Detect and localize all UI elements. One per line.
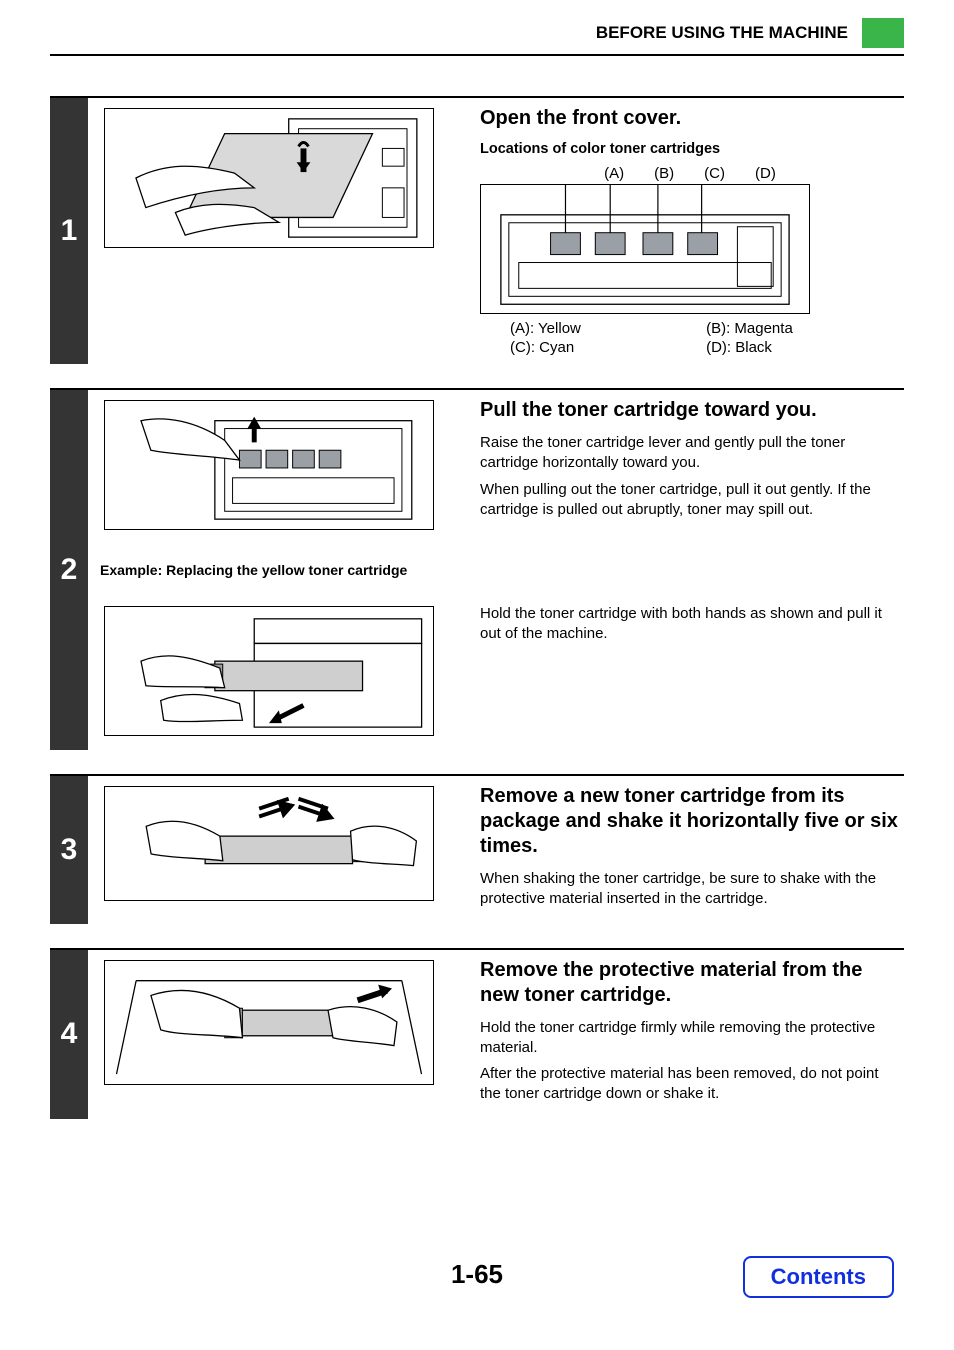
step-body: Pull the toner cartridge toward you. Rai… [88,390,904,750]
page-header: BEFORE USING THE MACHINE [50,18,904,48]
header-accent [862,18,904,48]
step-title: Remove a new toner cartridge from its pa… [480,784,900,859]
toner-slot-labels: (A) (B) (C) (D) [480,165,900,182]
step-title: Pull the toner cartridge toward you. [480,398,900,423]
step-text: Hold the toner cartridge firmly while re… [480,1018,900,1059]
key-c: (C): Cyan [510,339,688,356]
key-b: (B): Magenta [706,320,900,337]
header-title: BEFORE USING THE MACHINE [50,23,862,43]
step-number: 2 [50,390,88,750]
step-text: Hold the toner cartridge with both hands… [480,604,900,645]
step-right: Pull the toner cartridge toward you. Rai… [480,398,904,536]
step-right-2: Hold the toner cartridge with both hands… [480,604,904,742]
manual-page: BEFORE USING THE MACHINE 1 [0,0,954,1350]
header-rule [50,54,904,56]
slot-label-b: (B) [654,165,674,182]
step-number: 3 [50,776,88,924]
step-right: Open the front cover. Locations of color… [480,106,904,356]
example-label: Example: Replacing the yellow toner cart… [100,562,904,578]
step-title: Open the front cover. [480,106,900,131]
illustration-open-cover [104,108,434,248]
toner-color-key: (A): Yellow (B): Magenta (C): Cyan (D): … [510,320,900,356]
step-number: 4 [50,950,88,1119]
step-body: Remove a new toner cartridge from its pa… [88,776,904,924]
contents-button[interactable]: Contents [743,1256,894,1298]
step-left [100,106,460,356]
step-right: Remove a new toner cartridge from its pa… [480,784,904,916]
step-text: Raise the toner cartridge lever and gent… [480,433,900,474]
key-d: (D): Black [706,339,900,356]
slot-label-c: (C) [704,165,725,182]
illustration-pull-cartridge [104,606,434,736]
step-body: Open the front cover. Locations of color… [88,98,904,364]
step-left-2 [100,604,460,742]
step-number: 1 [50,98,88,364]
step-left [100,958,460,1111]
step-text: When pulling out the toner cartridge, pu… [480,480,900,521]
step-text: After the protective material has been r… [480,1064,900,1105]
step-3: 3 [50,774,904,924]
slot-label-d: (D) [755,165,776,182]
illustration-raise-lever [104,400,434,530]
step-body: Remove the protective material from the … [88,950,904,1119]
step-2: 2 [50,388,904,750]
step-right: Remove the protective material from the … [480,958,904,1111]
step-text: When shaking the toner cartridge, be sur… [480,869,900,910]
illustration-toner-slots [480,184,810,314]
illustration-shake-cartridge [104,786,434,901]
step-subtitle: Locations of color toner cartridges [480,141,900,157]
step-1: 1 [50,96,904,364]
step-4: 4 [50,948,904,1119]
step-left [100,398,460,536]
illustration-remove-protective [104,960,434,1085]
slot-label-a: (A) [604,165,624,182]
step-left [100,784,460,916]
step-title: Remove the protective material from the … [480,958,900,1008]
key-a: (A): Yellow [510,320,688,337]
